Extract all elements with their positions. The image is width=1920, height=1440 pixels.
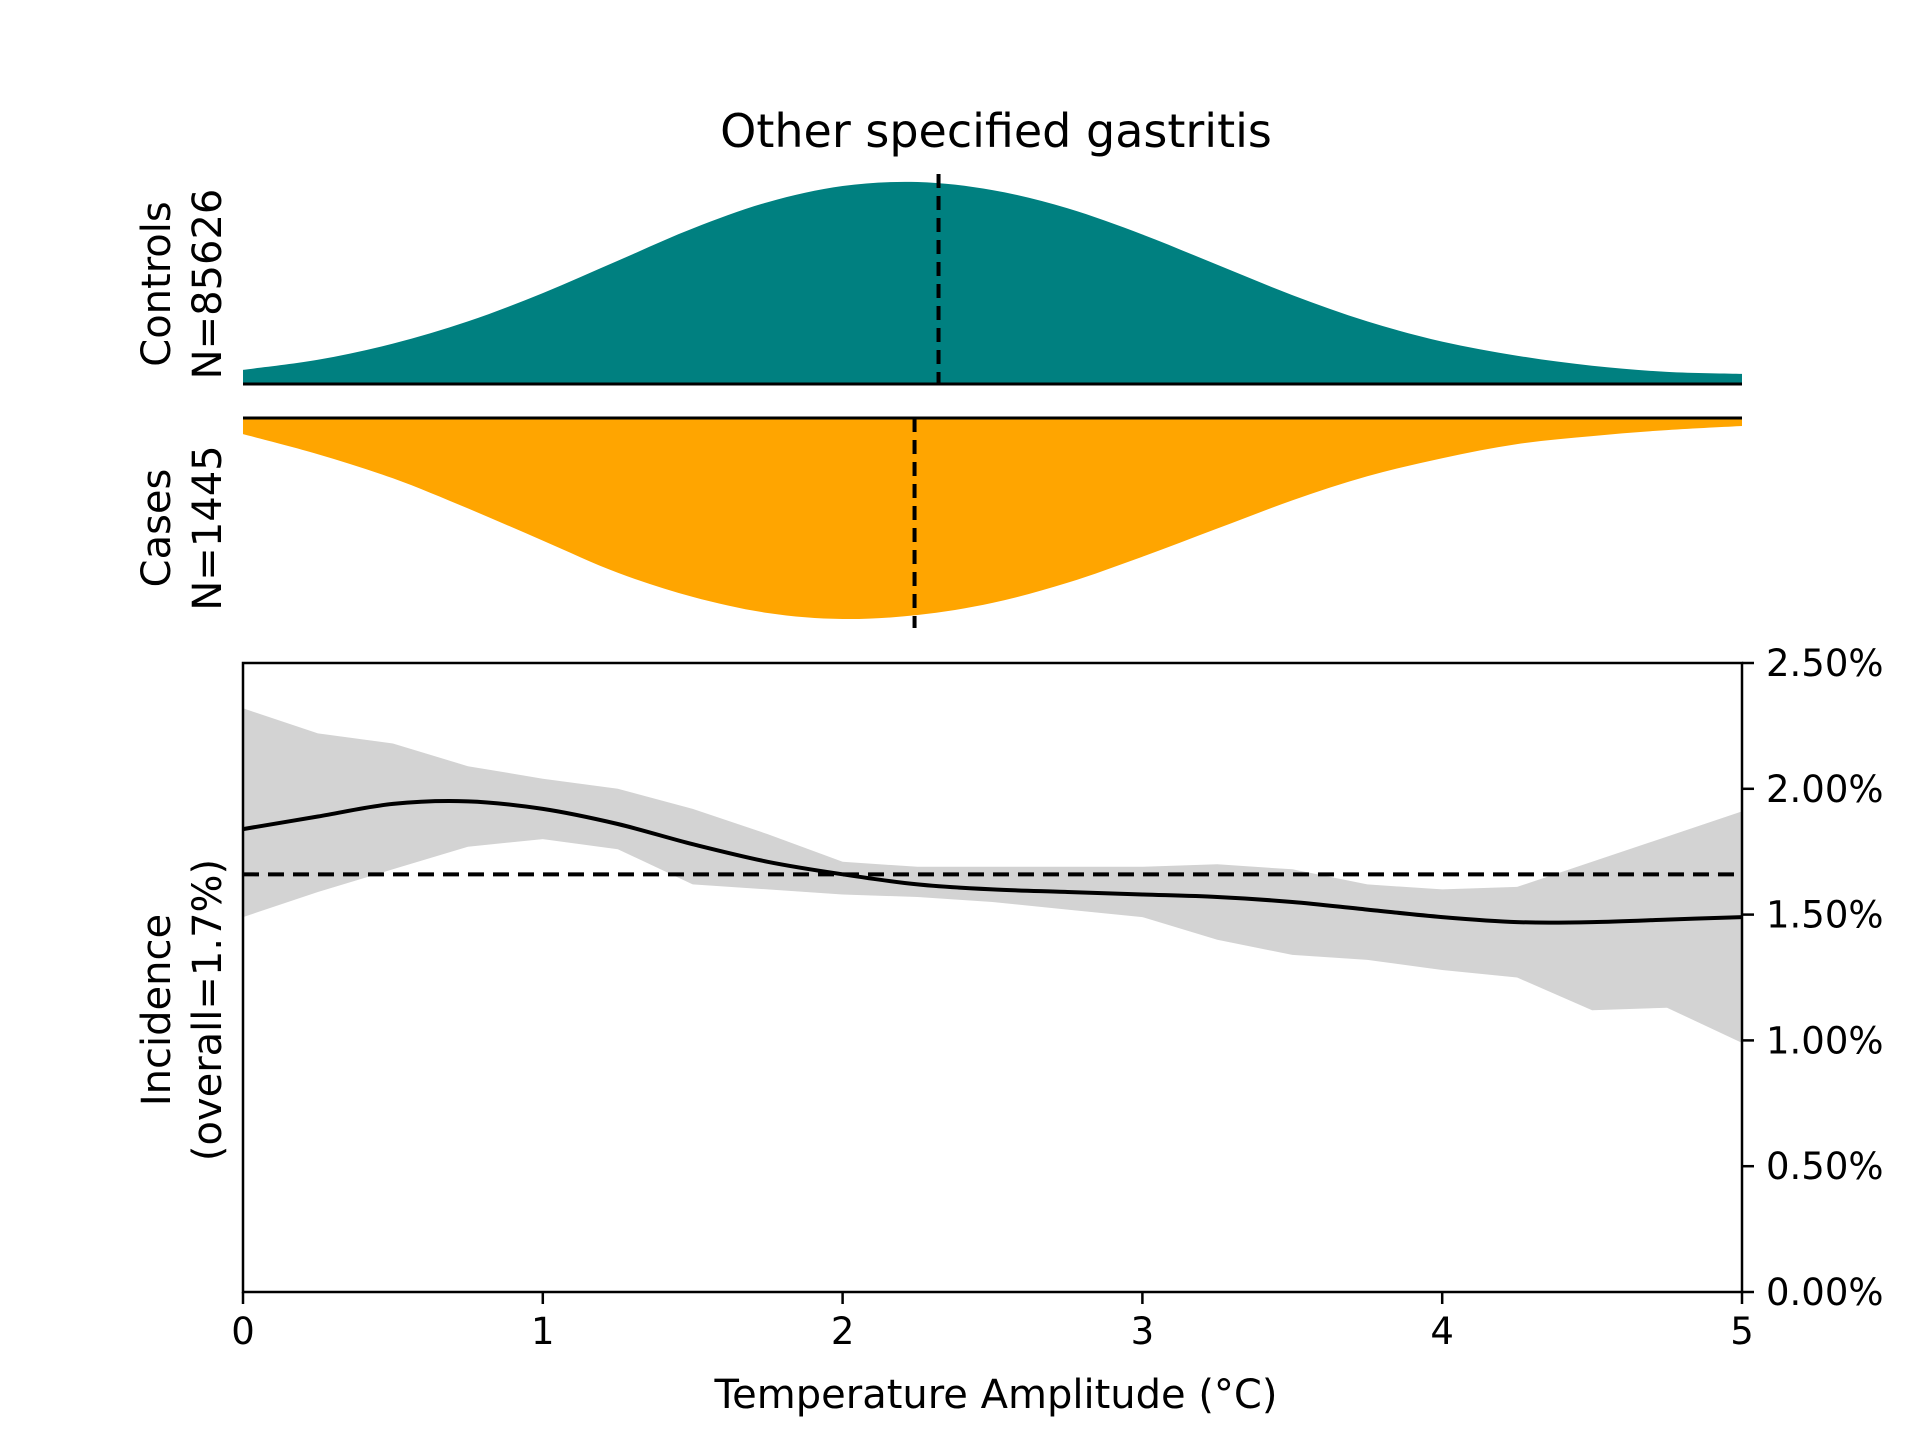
incidence-plot-frame	[241, 661, 1744, 1294]
chart-title: Other specified gastritis	[720, 104, 1272, 158]
cases-panel: Cases N=1445	[134, 416, 1742, 628]
y-axis-ticks: 0.00% 0.50% 1.00% 1.50% 2.00% 2.50%	[1742, 642, 1884, 1314]
y-axis-label-overall: (overall=1.7%)	[185, 859, 231, 1161]
y-tick-label: 2.00%	[1766, 768, 1884, 811]
y-tick-label: 1.50%	[1766, 894, 1884, 937]
cases-count: N=1445	[185, 445, 231, 610]
x-axis-ticks: 0 1 2 3 4 5	[231, 1292, 1754, 1353]
y-tick-label: 0.50%	[1766, 1145, 1884, 1188]
incidence-confidence-band	[243, 708, 1742, 1043]
y-tick-label: 1.00%	[1766, 1019, 1884, 1062]
x-tick-label: 0	[231, 1310, 255, 1353]
controls-density-area	[243, 181, 1742, 384]
cases-density-area	[243, 418, 1742, 620]
incidence-mean-line	[242, 799, 1743, 925]
y-axis-label: Incidence	[134, 914, 180, 1106]
y-tick-label: 2.50%	[1766, 642, 1884, 685]
controls-label: Controls	[134, 201, 180, 366]
x-tick-label: 3	[1131, 1310, 1155, 1353]
incidence-panel: 0 1 2 3 4 5 0.00% 0.50% 1.00% 1.50% 2.00% 2.50% Te…	[134, 642, 1884, 1418]
x-tick-label: 5	[1730, 1310, 1754, 1353]
y-tick-label: 0.00%	[1766, 1271, 1884, 1314]
x-tick-label: 4	[1430, 1310, 1454, 1353]
cases-label: Cases	[134, 469, 180, 588]
x-axis-label: Temperature Amplitude (°C)	[714, 1372, 1278, 1418]
x-tick-label: 2	[831, 1310, 855, 1353]
controls-count: N=85626	[185, 189, 231, 380]
x-tick-label: 1	[531, 1310, 555, 1353]
controls-panel: Controls N=85626	[134, 174, 1742, 386]
